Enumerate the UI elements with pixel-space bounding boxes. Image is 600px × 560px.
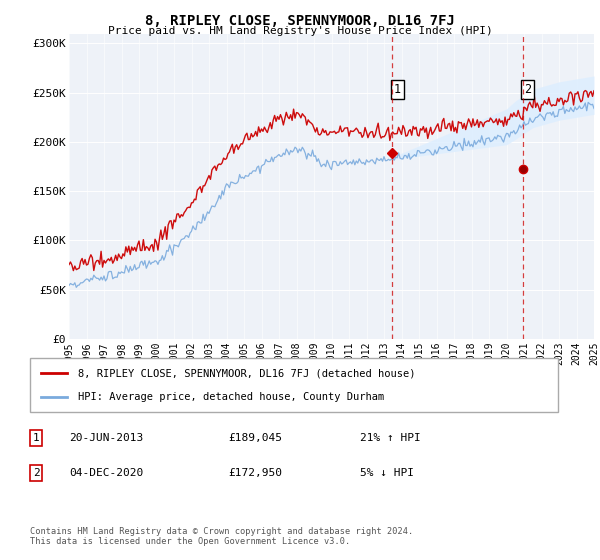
Text: 20-JUN-2013: 20-JUN-2013: [69, 433, 143, 443]
Text: Contains HM Land Registry data © Crown copyright and database right 2024.
This d: Contains HM Land Registry data © Crown c…: [30, 526, 413, 546]
Text: 8, RIPLEY CLOSE, SPENNYMOOR, DL16 7FJ: 8, RIPLEY CLOSE, SPENNYMOOR, DL16 7FJ: [145, 14, 455, 28]
Text: 2: 2: [524, 83, 532, 96]
Text: £172,950: £172,950: [228, 468, 282, 478]
Text: 8, RIPLEY CLOSE, SPENNYMOOR, DL16 7FJ (detached house): 8, RIPLEY CLOSE, SPENNYMOOR, DL16 7FJ (d…: [77, 368, 415, 379]
Text: 5% ↓ HPI: 5% ↓ HPI: [360, 468, 414, 478]
Text: Price paid vs. HM Land Registry's House Price Index (HPI): Price paid vs. HM Land Registry's House …: [107, 26, 493, 36]
Text: 21% ↑ HPI: 21% ↑ HPI: [360, 433, 421, 443]
Text: HPI: Average price, detached house, County Durham: HPI: Average price, detached house, Coun…: [77, 391, 384, 402]
FancyBboxPatch shape: [30, 358, 558, 412]
Text: £189,045: £189,045: [228, 433, 282, 443]
Text: 1: 1: [32, 433, 40, 443]
Text: 04-DEC-2020: 04-DEC-2020: [69, 468, 143, 478]
Text: 2: 2: [32, 468, 40, 478]
Text: 1: 1: [394, 83, 401, 96]
